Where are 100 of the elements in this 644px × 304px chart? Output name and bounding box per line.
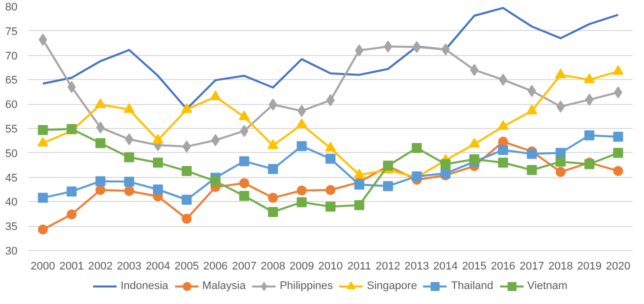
x-tick-label: 2004 [146, 260, 170, 272]
point [239, 156, 250, 166]
point [268, 192, 278, 203]
point [468, 138, 480, 148]
point [124, 176, 134, 187]
point [326, 202, 336, 212]
y-tick-label: 50 [5, 148, 18, 160]
x-tick-label: 2003 [116, 260, 142, 272]
point [66, 209, 77, 220]
x-tick-label: 2009 [290, 260, 314, 272]
point [38, 34, 48, 46]
x-tick-label: 2015 [462, 260, 487, 272]
point [267, 139, 278, 149]
point [38, 192, 48, 203]
point [384, 40, 392, 53]
point [498, 144, 508, 155]
point [124, 186, 134, 196]
x-tick-label: 2013 [404, 260, 430, 272]
point [95, 138, 106, 148]
x-tick-label: 2017 [520, 260, 544, 272]
y-tick-label: 35 [5, 221, 18, 234]
point [556, 156, 566, 167]
y-tick-label: 60 [5, 99, 18, 112]
point [94, 98, 106, 108]
point [383, 181, 394, 192]
point [526, 104, 538, 114]
x-tick-label: 2020 [606, 260, 630, 272]
point [354, 200, 364, 210]
x-tick-label: 2002 [88, 260, 113, 272]
y-tick-label: 40 [5, 196, 18, 209]
point [526, 148, 537, 159]
legend-label: Philippines [280, 280, 333, 292]
point [326, 154, 336, 164]
point [613, 148, 624, 158]
point [152, 184, 163, 194]
point [613, 166, 624, 176]
legend-label: Singapore [366, 280, 418, 292]
point [238, 110, 250, 120]
y-tick-label: 30 [5, 246, 18, 258]
x-tick-label: 2010 [318, 260, 343, 272]
point [498, 120, 509, 130]
x-tick-label: 2012 [376, 260, 400, 272]
point [95, 184, 106, 195]
point [124, 103, 135, 113]
point [325, 142, 336, 152]
point [210, 176, 220, 186]
x-tick-label: 2019 [577, 260, 602, 272]
x-tick-label: 2001 [59, 260, 84, 272]
point [211, 134, 220, 146]
point [268, 164, 278, 174]
point [96, 122, 105, 134]
legend-label: Malaysia [202, 280, 246, 292]
point [296, 185, 307, 196]
x-tick-label: 2005 [174, 260, 199, 272]
point [469, 154, 480, 164]
point [614, 86, 622, 98]
point [584, 73, 595, 84]
x-tick-label: 2011 [347, 260, 372, 272]
point [38, 224, 48, 235]
point [210, 90, 221, 100]
point [239, 190, 250, 201]
y-tick-label: 70 [5, 50, 18, 62]
point [613, 132, 624, 142]
y-tick-label: 75 [5, 26, 18, 38]
point [440, 159, 451, 170]
x-tick-label: 2018 [548, 260, 573, 272]
y-tick-label: 80 [5, 2, 18, 14]
point [296, 118, 308, 128]
point [124, 152, 134, 162]
y-tick-label: 65 [5, 74, 18, 87]
point [296, 197, 307, 208]
x-tick-label: 2007 [232, 260, 256, 272]
point [268, 206, 278, 217]
point [268, 98, 278, 111]
point [585, 94, 594, 106]
point [326, 184, 336, 195]
point [95, 176, 106, 186]
point [67, 81, 76, 94]
legend-label: Vietnam [527, 280, 568, 292]
legend-label: Indonesia [120, 280, 168, 292]
x-tick-label: 2016 [490, 260, 516, 272]
point [584, 130, 594, 140]
point [182, 166, 192, 176]
point [612, 65, 624, 75]
legend-label: Thailand [451, 280, 494, 292]
x-tick-label: 2008 [260, 260, 286, 272]
point [441, 43, 450, 56]
x-tick-label: 2000 [30, 260, 56, 272]
x-tick-label: 2006 [203, 260, 228, 272]
point [498, 74, 508, 86]
point [556, 166, 566, 177]
point [239, 178, 250, 188]
point [152, 134, 164, 144]
x-tick-label: 2014 [433, 260, 458, 272]
point [37, 136, 48, 147]
point [182, 214, 192, 224]
point [412, 143, 422, 154]
point [354, 168, 365, 178]
y-tick-label: 55 [5, 124, 18, 136]
point [38, 124, 48, 135]
